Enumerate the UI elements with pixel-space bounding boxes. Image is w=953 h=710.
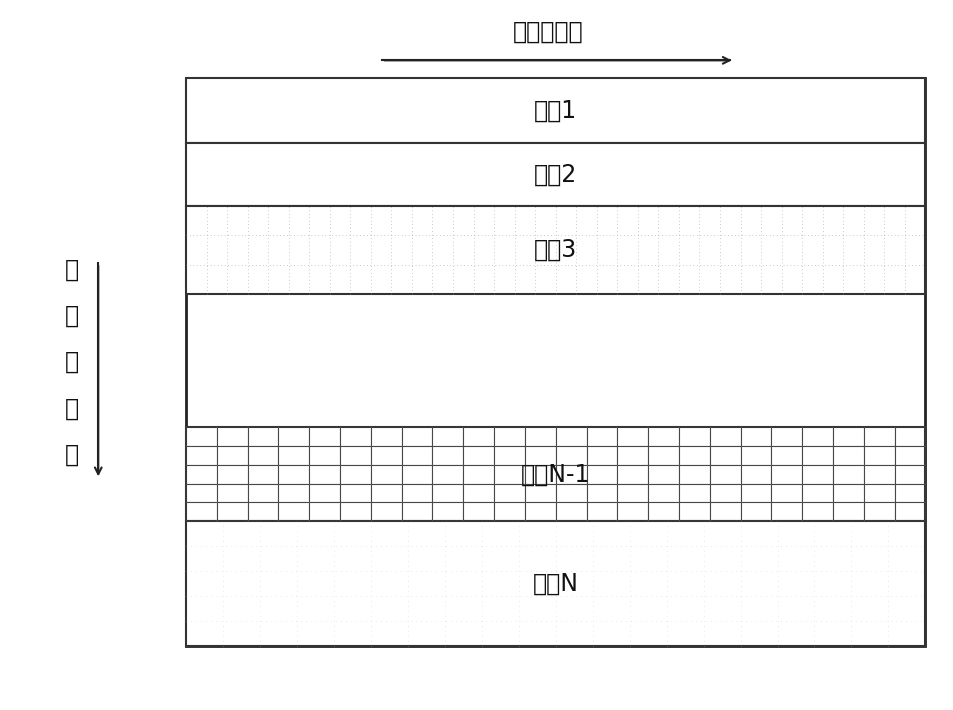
Text: 子阵N: 子阵N: [532, 572, 578, 596]
Text: 子陗2: 子陗2: [534, 163, 577, 187]
Bar: [186, 143, 924, 206]
Text: 天线方位向: 天线方位向: [513, 20, 583, 44]
Bar: [186, 78, 924, 646]
Bar: [186, 78, 924, 143]
Text: 距: 距: [65, 350, 78, 374]
Bar: [186, 206, 924, 294]
Text: 线: 线: [65, 304, 78, 328]
Text: 子阵N-1: 子阵N-1: [520, 462, 590, 486]
Text: 向: 向: [65, 442, 78, 466]
Bar: [186, 521, 924, 646]
Text: 子陗3: 子陗3: [534, 238, 577, 262]
Text: 天: 天: [65, 258, 78, 282]
Text: 离: 离: [65, 396, 78, 420]
Bar: [186, 427, 924, 521]
Text: 子陗1: 子陗1: [534, 99, 577, 123]
